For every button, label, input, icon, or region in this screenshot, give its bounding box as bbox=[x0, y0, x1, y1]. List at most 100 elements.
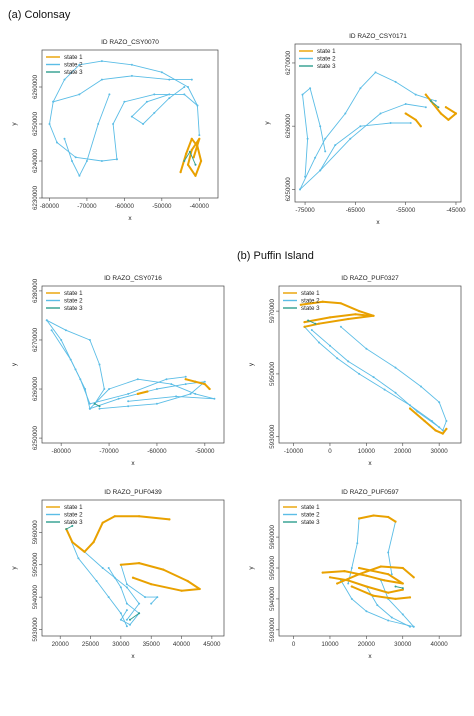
chart-title: ID RAZO_PUF0327 bbox=[341, 275, 399, 282]
track-line bbox=[179, 137, 203, 177]
track-point bbox=[387, 591, 390, 594]
track-point bbox=[336, 582, 339, 585]
track-point bbox=[108, 93, 111, 96]
track-point bbox=[390, 616, 393, 619]
track-point bbox=[356, 542, 359, 545]
track-point bbox=[383, 579, 386, 582]
track-point bbox=[387, 515, 390, 519]
track-line bbox=[129, 612, 140, 621]
track-point bbox=[100, 78, 103, 81]
track-point bbox=[63, 78, 66, 81]
track-line bbox=[329, 576, 404, 594]
y-tick-label: 6260000 bbox=[32, 74, 39, 99]
track-point bbox=[78, 93, 81, 96]
track-point bbox=[150, 602, 153, 605]
chart-title: ID RAZO_CSY0070 bbox=[101, 39, 159, 46]
x-tick-label: 20000 bbox=[358, 641, 376, 648]
legend-label: state 3 bbox=[301, 519, 320, 526]
track-line bbox=[299, 103, 427, 190]
track-point bbox=[85, 160, 88, 162]
track-point bbox=[328, 316, 332, 319]
track-point bbox=[379, 565, 382, 568]
track-line bbox=[347, 518, 360, 584]
legend-label: state 3 bbox=[64, 69, 83, 76]
y-tick-label: 5930000 bbox=[32, 617, 39, 642]
track-point bbox=[424, 93, 427, 96]
track-point bbox=[108, 388, 111, 390]
track-point bbox=[155, 402, 158, 405]
track-point bbox=[83, 550, 86, 553]
track-point bbox=[95, 580, 98, 582]
track-line bbox=[319, 122, 412, 171]
track-point bbox=[194, 174, 197, 177]
y-tick-label: 5930000 bbox=[269, 617, 276, 642]
track-point bbox=[376, 604, 379, 607]
y-tick-label: 6270000 bbox=[285, 50, 292, 75]
track-point bbox=[299, 188, 301, 191]
track-point bbox=[186, 579, 189, 583]
y-tick-label: 5940000 bbox=[32, 585, 39, 610]
track-point bbox=[414, 93, 417, 96]
track-point bbox=[454, 112, 458, 115]
track-point bbox=[354, 313, 357, 316]
track-point bbox=[194, 380, 197, 383]
x-axis-label: x bbox=[376, 219, 380, 226]
track-point bbox=[175, 395, 178, 398]
y-tick-label: 5960000 bbox=[32, 520, 39, 545]
x-tick-label: 20000 bbox=[52, 641, 70, 648]
x-tick-label: 40000 bbox=[431, 641, 449, 648]
track-point bbox=[387, 619, 390, 622]
chart-panel: ID RAZO_CSY0070 -80000 -70000 -60000 -50000 -… bbox=[0, 30, 237, 262]
track-point bbox=[394, 80, 397, 83]
track-point bbox=[127, 392, 130, 395]
plot-frame bbox=[294, 43, 462, 203]
series-group bbox=[299, 71, 458, 191]
track-line bbox=[299, 300, 375, 328]
track-point bbox=[358, 310, 361, 313]
track-line bbox=[424, 93, 457, 121]
track-point bbox=[434, 99, 437, 102]
track-point bbox=[412, 625, 415, 628]
track-point bbox=[155, 388, 158, 390]
track-point bbox=[189, 392, 192, 395]
track-point bbox=[372, 314, 375, 317]
track-line bbox=[65, 525, 73, 530]
track-point bbox=[168, 78, 171, 81]
track-point bbox=[125, 618, 128, 621]
track-point bbox=[414, 118, 417, 121]
track-point bbox=[153, 111, 156, 114]
track-point bbox=[138, 562, 141, 565]
track-point bbox=[48, 123, 51, 125]
x-tick-label: -70000 bbox=[77, 203, 97, 210]
x-tick-label: -55000 bbox=[396, 207, 416, 214]
track-point bbox=[100, 160, 103, 162]
x-tick-label: -70000 bbox=[99, 448, 119, 455]
track-point bbox=[160, 71, 163, 74]
track-point bbox=[196, 145, 199, 148]
track-point bbox=[144, 596, 147, 599]
track-point bbox=[179, 171, 182, 174]
track-point bbox=[437, 106, 440, 109]
track-point bbox=[310, 329, 313, 331]
track-point bbox=[203, 380, 206, 383]
x-tick-label: 45000 bbox=[203, 641, 221, 648]
track-point bbox=[78, 63, 81, 66]
chart-panel: ID RAZO_PUF0327 -10000 0 10000 20000 30000 593… bbox=[237, 268, 474, 500]
track-point bbox=[350, 597, 353, 600]
track-point bbox=[401, 587, 404, 590]
track-point bbox=[93, 402, 96, 405]
y-tick-label: 6260000 bbox=[32, 376, 39, 401]
track-point bbox=[309, 87, 312, 90]
track-line bbox=[51, 329, 187, 405]
track-point bbox=[71, 160, 73, 162]
track-line bbox=[131, 86, 185, 125]
track-line bbox=[304, 326, 444, 431]
track-point bbox=[420, 385, 422, 388]
track-point bbox=[129, 618, 131, 621]
track-point bbox=[401, 582, 404, 585]
x-tick-label: 20000 bbox=[394, 448, 412, 455]
y-tick-label: 6250000 bbox=[32, 111, 39, 136]
track-point bbox=[107, 596, 110, 599]
track-point bbox=[365, 347, 368, 350]
track-point bbox=[125, 625, 128, 628]
